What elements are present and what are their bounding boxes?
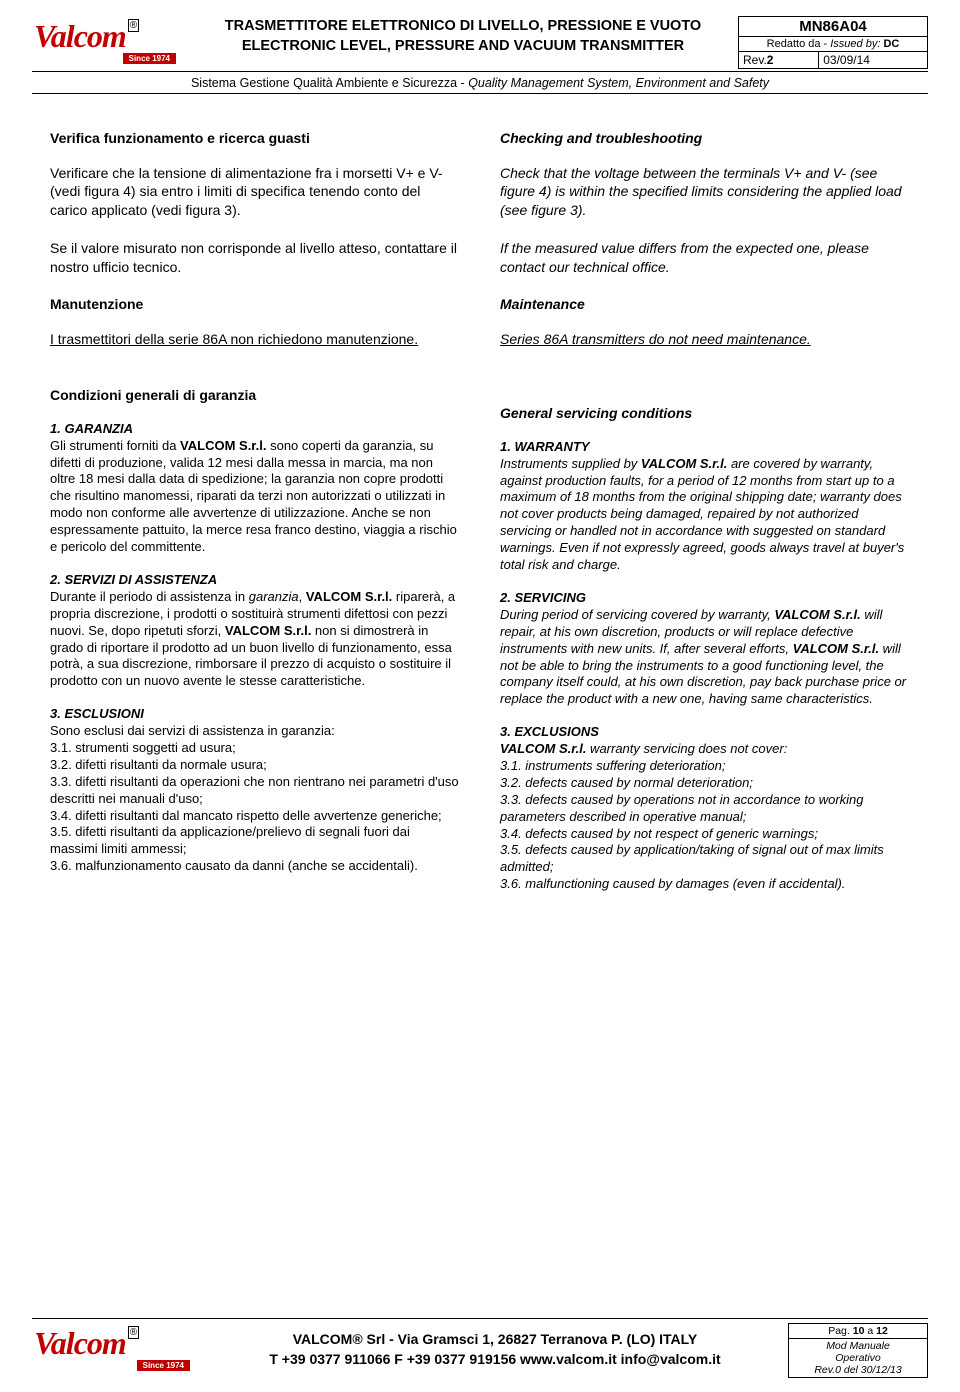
- footer-logo-container: Valcom® Since 1974: [32, 1323, 202, 1378]
- warranty-heading: 3. ESCLUSIONI: [50, 706, 144, 721]
- warranty-heading: 3. EXCLUSIONS: [500, 724, 599, 739]
- warranty-text: Sono esclusi dai servizi di assistenza i…: [50, 723, 459, 873]
- logo-text: Valcom: [34, 18, 126, 54]
- warranty-heading: 1. GARANZIA: [50, 421, 133, 436]
- footer-line2: T +39 0377 911066 F +39 0377 919156 www.…: [202, 1349, 788, 1369]
- paragraph-underline: Series 86A transmitters do not need main…: [500, 330, 910, 348]
- mod-line: Mod Manuale: [826, 1340, 890, 1352]
- footer-company-info: VALCOM® Srl - Via Gramsci 1, 26827 Terra…: [202, 1323, 788, 1378]
- section-title: Manutenzione: [50, 296, 460, 312]
- warranty-block: 2. SERVIZI DI ASSISTENZA Durante il perio…: [50, 572, 460, 690]
- logo-registered: ®: [128, 1326, 139, 1339]
- page-number: Pag. 10 a 12: [789, 1324, 927, 1339]
- rev-label: Rev.: [743, 53, 767, 67]
- title-italian: TRASMETTITORE ELETTRONICO DI LIVELLO, PR…: [194, 18, 732, 34]
- logo-registered: ®: [128, 19, 139, 32]
- warranty-heading: 2. SERVICING: [500, 590, 586, 605]
- subheader-en: Quality Management System, Environment a…: [468, 76, 769, 90]
- rev-value: 2: [767, 53, 774, 67]
- warranty-text: Instruments supplied by VALCOM S.r.l. ar…: [500, 456, 904, 572]
- warranty-heading: 1. WARRANTY: [500, 439, 590, 454]
- issued-label-it: Redatto da -: [767, 38, 831, 50]
- doc-code: MN86A04: [739, 17, 927, 37]
- warranty-text: VALCOM S.r.l. warranty servicing does no…: [500, 741, 884, 891]
- section-title: Condizioni generali di garanzia: [50, 387, 460, 403]
- column-english: Checking and troubleshooting Check that …: [500, 130, 910, 909]
- footer-docinfo: Pag. 10 a 12 Mod Manuale Operativo Rev.0…: [788, 1323, 928, 1378]
- subheader: Sistema Gestione Qualità Ambiente e Sicu…: [32, 76, 928, 94]
- warranty-block: 1. GARANZIA Gli strumenti forniti da VALC…: [50, 421, 460, 556]
- warranty-heading: 2. SERVIZI DI ASSISTENZA: [50, 572, 217, 587]
- doc-date: 03/09/14: [819, 52, 927, 68]
- mod-line: Rev.0 del 30/12/13: [814, 1364, 901, 1376]
- paragraph: Se il valore misurato non corrisponde al…: [50, 239, 460, 276]
- paragraph: Verificare che la tensione di alimentazi…: [50, 164, 460, 219]
- brand-logo: Valcom® Since 1974: [34, 20, 182, 64]
- page-footer: Valcom® Since 1974 VALCOM® Srl - Via Gra…: [32, 1318, 928, 1378]
- warranty-block: 3. ESCLUSIONI Sono esclusi dai servizi di…: [50, 706, 460, 875]
- logo-container: Valcom® Since 1974: [32, 16, 188, 69]
- warranty-section: 1. GARANZIA Gli strumenti forniti da VALC…: [50, 421, 460, 875]
- rev-cell: Rev.2: [739, 52, 819, 68]
- issued-label-en: Issued by:: [830, 38, 880, 50]
- logo-since-badge: Since 1974: [137, 1360, 190, 1371]
- paragraph: If the measured value differs from the e…: [500, 239, 910, 276]
- warranty-text: Durante il periodo di assistenza in gara…: [50, 589, 455, 688]
- paragraph: Check that the voltage between the termi…: [500, 164, 910, 219]
- footer-line1: VALCOM® Srl - Via Gramsci 1, 26827 Terra…: [202, 1329, 788, 1349]
- warranty-block: 1. WARRANTY Instruments supplied by VALCO…: [500, 439, 910, 574]
- doc-info-box: MN86A04 Redatto da - Issued by: DC Rev.2…: [738, 16, 928, 69]
- doc-issued: Redatto da - Issued by: DC: [739, 37, 927, 52]
- logo-since-badge: Since 1974: [123, 53, 176, 64]
- brand-logo: Valcom® Since 1974: [34, 1327, 196, 1371]
- issued-value: DC: [880, 38, 899, 50]
- doc-revision-row: Rev.2 03/09/14: [739, 52, 927, 68]
- content-columns: Verifica funzionamento e ricerca guasti …: [32, 130, 928, 909]
- subheader-it: Sistema Gestione Qualità Ambiente e Sicu…: [191, 76, 468, 90]
- warranty-block: 3. EXCLUSIONS VALCOM S.r.l. warranty serv…: [500, 724, 910, 893]
- paragraph-underline: I trasmettitori della serie 86A non rich…: [50, 330, 460, 348]
- warranty-text: During period of servicing covered by wa…: [500, 607, 906, 706]
- section-title: Maintenance: [500, 296, 910, 312]
- warranty-text: Gli strumenti forniti da VALCOM S.r.l. s…: [50, 438, 457, 554]
- page-header: Valcom® Since 1974 TRASMETTITORE ELETTRO…: [32, 16, 928, 72]
- section-title: Verifica funzionamento e ricerca guasti: [50, 130, 460, 146]
- header-titles: TRASMETTITORE ELETTRONICO DI LIVELLO, PR…: [188, 16, 738, 69]
- title-english: ELECTRONIC LEVEL, PRESSURE AND VACUUM TR…: [194, 38, 732, 54]
- warranty-block: 2. SERVICING During period of servicing c…: [500, 590, 910, 708]
- warranty-section: 1. WARRANTY Instruments supplied by VALCO…: [500, 439, 910, 893]
- section-title: General servicing conditions: [500, 405, 910, 421]
- column-italian: Verifica funzionamento e ricerca guasti …: [50, 130, 460, 909]
- mod-info: Mod Manuale Operativo Rev.0 del 30/12/13: [789, 1339, 927, 1377]
- section-title: Checking and troubleshooting: [500, 130, 910, 146]
- mod-line: Operativo: [835, 1352, 881, 1364]
- logo-text: Valcom: [34, 1325, 126, 1361]
